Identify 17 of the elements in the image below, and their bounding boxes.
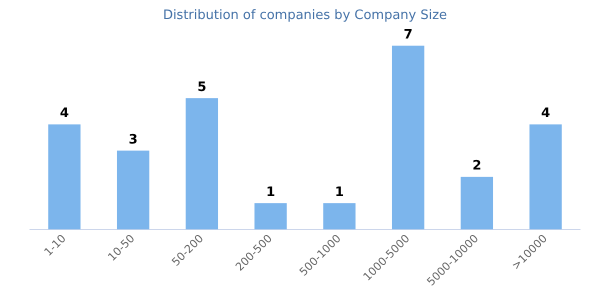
bar xyxy=(392,46,424,230)
bar xyxy=(254,203,287,230)
data-label: 4 xyxy=(60,106,69,122)
data-label: 5 xyxy=(197,80,206,95)
data-label: 3 xyxy=(128,132,138,148)
bar xyxy=(460,176,494,230)
data-label: 7 xyxy=(404,27,413,42)
data-label: 1 xyxy=(266,184,276,200)
data-label: 1 xyxy=(334,184,344,200)
bar xyxy=(186,98,218,230)
bar xyxy=(529,124,562,230)
data-label: 4 xyxy=(541,106,550,122)
bar xyxy=(48,124,81,230)
bar xyxy=(116,150,150,230)
chart-title: Distribution of companies by Company Size xyxy=(162,8,448,24)
bar xyxy=(323,203,356,230)
data-label: 2 xyxy=(472,158,482,174)
